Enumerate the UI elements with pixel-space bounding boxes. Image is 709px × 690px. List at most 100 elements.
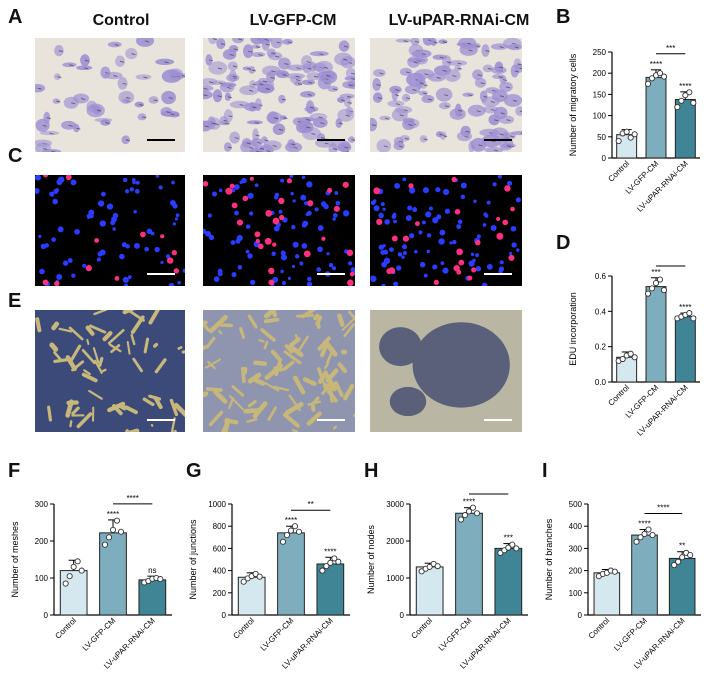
y-tick-label: 0: [602, 154, 607, 163]
bar: [60, 571, 87, 615]
stained-cell: [251, 138, 262, 147]
dapi-nucleus: [293, 242, 299, 248]
data-point: [75, 559, 80, 564]
bar: [632, 535, 658, 615]
dapi-nucleus: [429, 206, 433, 210]
dapi-nucleus: [394, 183, 400, 189]
stained-cell: [255, 81, 264, 88]
edu-image-lv-gfp: [203, 175, 355, 286]
dapi-nucleus: [208, 214, 212, 218]
y-tick-label: 0.6: [595, 272, 607, 281]
dapi-nucleus: [427, 250, 431, 254]
edu-nucleus: [386, 268, 392, 274]
stained-cell: [508, 44, 522, 50]
dapi-nucleus: [302, 176, 305, 179]
dapi-nucleus: [58, 226, 64, 232]
edu-nucleus: [54, 281, 59, 286]
dapi-nucleus: [281, 254, 287, 260]
data-point: [661, 288, 666, 293]
stained-cell: [471, 43, 481, 49]
dapi-nucleus: [98, 252, 103, 257]
dapi-nucleus: [292, 265, 295, 268]
tube-segment: [54, 324, 57, 328]
edu-nucleus: [232, 202, 238, 208]
y-axis-label: Number of meshes: [10, 521, 20, 598]
dapi-nucleus: [425, 211, 431, 217]
edu-nucleus: [94, 238, 99, 243]
edu-nucleus: [456, 249, 463, 256]
y-tick-label: 0.2: [595, 343, 607, 352]
data-point: [118, 529, 123, 534]
transwell-image-lv-gfp: [203, 38, 355, 152]
y-tick-label: 50: [597, 133, 606, 142]
dapi-nucleus: [212, 192, 217, 197]
stained-cell: [54, 73, 60, 80]
dapi-nucleus: [456, 224, 461, 229]
tube-segment: [334, 427, 336, 429]
y-tick-label: 100: [569, 589, 583, 598]
y-tick-label: 100: [593, 112, 607, 121]
dapi-nucleus: [422, 220, 426, 224]
tube-segment: [315, 316, 317, 318]
dapi-nucleus: [382, 244, 385, 247]
stained-cell: [80, 54, 90, 66]
y-tick-label: 1000: [208, 500, 226, 509]
dapi-nucleus: [107, 203, 113, 209]
column-title-control: Control: [26, 12, 216, 30]
edu-nucleus: [307, 200, 313, 206]
category-label: LV-GFP-CM: [437, 616, 474, 653]
stained-cell: [161, 91, 176, 104]
tube-segment: [179, 347, 181, 348]
edu-nucleus: [455, 209, 461, 215]
edu-nucleus: [471, 267, 476, 272]
y-tick-label: 300: [35, 500, 49, 509]
category-label: LV-uPAR-RNAi-CM: [635, 383, 690, 438]
dapi-nucleus: [306, 213, 310, 217]
stained-cell: [53, 98, 60, 103]
data-point: [676, 559, 681, 564]
edu-nucleus: [265, 238, 272, 245]
edu-nucleus: [376, 219, 382, 225]
column-title-lv-upar: LV-uPAR-RNAi-CM: [364, 12, 554, 30]
dapi-nucleus: [401, 255, 404, 258]
edu-nucleus: [403, 236, 409, 242]
stained-cell: [100, 119, 110, 126]
edu-nucleus: [415, 221, 420, 226]
dapi-nucleus: [334, 191, 338, 195]
category-label: Control: [606, 159, 631, 184]
dapi-nucleus: [249, 211, 253, 215]
tube-segment: [221, 325, 231, 326]
dapi-nucleus: [235, 239, 240, 244]
dapi-nucleus: [443, 189, 449, 195]
dapi-nucleus: [280, 179, 284, 183]
dapi-nucleus: [402, 244, 407, 249]
edu-nucleus: [321, 237, 325, 241]
dapi-nucleus: [274, 195, 278, 199]
dapi-nucleus: [475, 253, 479, 257]
dapi-nucleus: [374, 205, 380, 211]
dapi-nucleus: [398, 252, 402, 256]
stained-cell: [436, 88, 453, 102]
dapi-nucleus: [516, 248, 519, 251]
panel-letter-f: F: [8, 460, 20, 483]
open-area: [413, 322, 510, 407]
dapi-nucleus: [406, 215, 412, 221]
data-point: [675, 105, 680, 110]
bar-chart-svg: Number of junctions02004006008001000Cont…: [186, 490, 356, 685]
stained-cell: [115, 56, 125, 67]
tube-segment: [293, 430, 297, 431]
tube-image-lv-upar: [370, 310, 522, 432]
data-point: [650, 532, 655, 537]
dapi-nucleus: [247, 193, 253, 199]
edu-nucleus: [347, 250, 353, 256]
data-point: [657, 277, 662, 282]
data-point: [691, 100, 696, 105]
tube-segment: [103, 370, 106, 371]
significance-label: **: [679, 542, 685, 551]
micrograph-svg: [370, 175, 522, 286]
stained-cell: [62, 62, 76, 67]
stained-cell: [394, 142, 405, 150]
